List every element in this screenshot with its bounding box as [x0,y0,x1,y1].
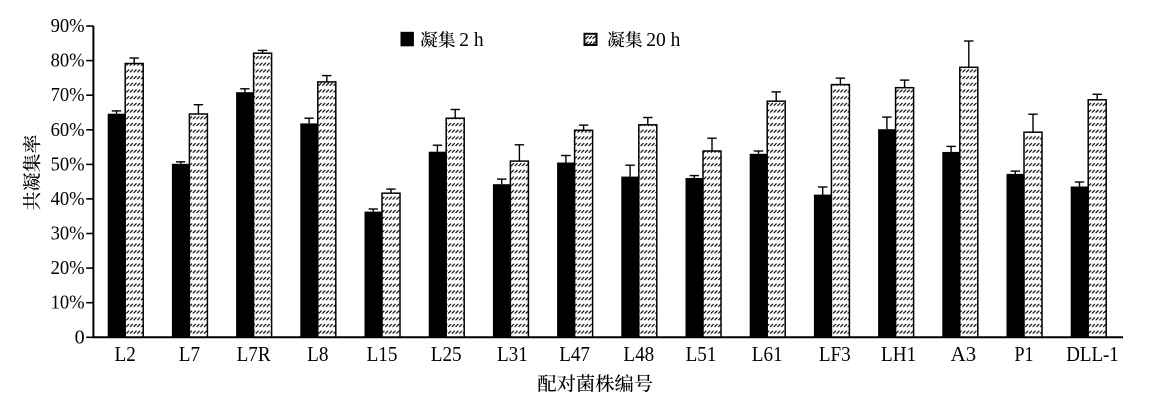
svg-text:LH1: LH1 [881,342,916,366]
svg-text:60%: 60% [51,119,85,141]
svg-text:80%: 80% [51,50,85,72]
svg-text:L25: L25 [431,342,462,366]
svg-text:90%: 90% [51,15,85,37]
svg-text:DLL-1: DLL-1 [1066,342,1119,366]
svg-text:L15: L15 [367,342,398,366]
svg-text:2 h: 2 h [459,30,484,51]
svg-text:L61: L61 [752,342,783,366]
svg-text:L31: L31 [497,342,528,366]
svg-text:L7: L7 [179,342,201,366]
svg-text:L51: L51 [686,342,717,366]
svg-text:A3: A3 [951,342,977,366]
svg-text:LF3: LF3 [819,342,851,366]
svg-text:L2: L2 [115,342,136,366]
svg-text:10%: 10% [51,292,85,314]
svg-text:P1: P1 [1015,342,1034,366]
svg-text:L7R: L7R [237,342,272,366]
svg-text:L8: L8 [307,342,328,366]
svg-text:20%: 20% [51,257,85,279]
svg-text:L48: L48 [623,342,654,366]
svg-text:20 h: 20 h [646,30,680,51]
svg-text:40%: 40% [51,188,85,210]
svg-text:50%: 50% [51,153,85,175]
svg-text:0: 0 [75,326,85,348]
svg-text:70%: 70% [51,84,85,106]
svg-text:30%: 30% [51,223,85,245]
svg-text:L47: L47 [559,342,590,366]
